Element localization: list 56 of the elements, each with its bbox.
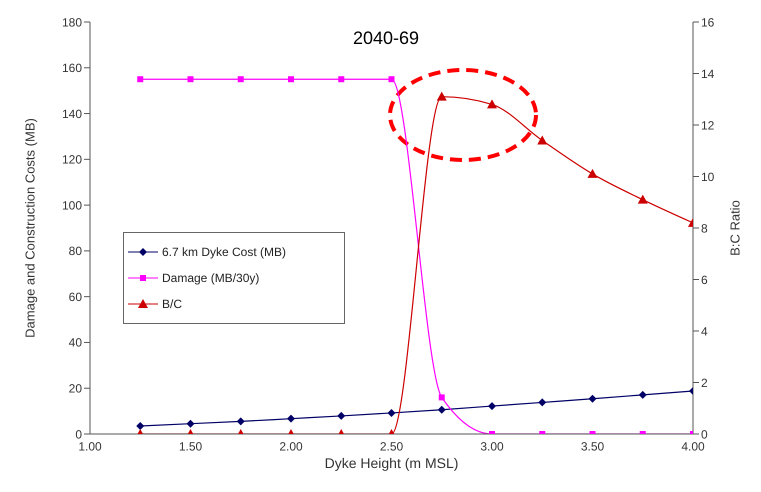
point [137, 76, 144, 82]
y2-tick-label: 4 [701, 324, 708, 338]
y2-tick-label: 16 [701, 15, 715, 30]
y2-tick-label: 0 [701, 427, 708, 442]
point [588, 394, 596, 403]
y2-tick-label: 12 [701, 118, 715, 132]
x-tick-label: 3.50 [580, 440, 604, 454]
point [186, 420, 194, 428]
x-tick-label: 2.50 [380, 440, 404, 454]
point [388, 408, 396, 417]
y-tick-label: 140 [62, 106, 82, 121]
point [136, 422, 144, 430]
y-tick-label: 0 [75, 427, 82, 442]
y2-tick-label: 8 [701, 221, 708, 236]
point [438, 406, 446, 414]
point [638, 194, 648, 204]
y-tick-label: 40 [68, 336, 82, 350]
point [438, 394, 445, 400]
point [238, 76, 244, 82]
x-tick-label: 4.00 [681, 440, 705, 454]
point [188, 76, 194, 82]
x-tick-label: 1.50 [178, 440, 202, 454]
point [538, 398, 546, 406]
point [337, 412, 346, 420]
y-tick-label: 180 [62, 15, 82, 30]
y-tick-label: 160 [62, 61, 82, 76]
point [537, 135, 548, 144]
point [288, 76, 294, 82]
point [588, 168, 598, 178]
y-tick-label: 100 [62, 198, 82, 212]
x-tick-label: 2.00 [279, 440, 303, 454]
y2-tick-label: 14 [701, 66, 715, 81]
legend-label: B/C [162, 297, 182, 311]
chart-title: 2040-69 [352, 28, 420, 48]
legend-label: Damage (MB/30y) [162, 271, 260, 285]
y2-tick-label: 10 [701, 170, 715, 184]
point [488, 402, 496, 410]
y2-tick-label: 2 [701, 376, 708, 390]
point [436, 92, 447, 101]
y2-tick-label: 6 [701, 272, 708, 287]
x-tick-label: 3.00 [480, 440, 504, 454]
point [236, 417, 245, 426]
point [638, 390, 647, 399]
point [487, 99, 497, 108]
point [287, 414, 295, 423]
point [338, 76, 344, 82]
y-axis-title: Damage and Construction Costs (MB) [22, 118, 38, 338]
legend-label: 6.7 km Dyke Cost (MB) [162, 245, 286, 259]
x-axis-title: Dyke Height (m MSL) [324, 455, 458, 471]
y-tick-label: 80 [68, 244, 82, 258]
y-tick-label: 60 [68, 290, 82, 304]
point [388, 76, 394, 82]
x-tick-label: 1.00 [78, 440, 102, 454]
y2-axis-title: B:C Ratio [728, 200, 743, 256]
y-tick-label: 20 [68, 381, 82, 396]
y-tick-label: 120 [62, 152, 82, 167]
